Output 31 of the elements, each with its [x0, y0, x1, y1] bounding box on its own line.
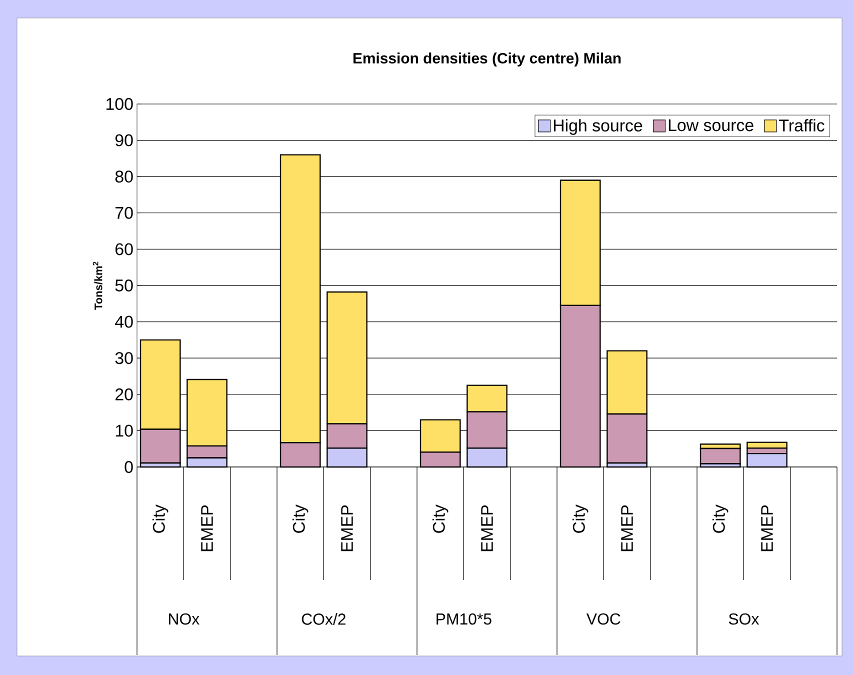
x-tick-label: EMEP — [201, 505, 213, 552]
y-tick-label: 90 — [115, 134, 133, 146]
legend-label: Low source — [668, 119, 754, 132]
legend-label: High source — [554, 119, 642, 135]
text: VOC — [586, 613, 620, 625]
x-tick-label: EMEP — [621, 505, 633, 552]
y-tick-label: 30 — [115, 352, 133, 364]
x-tick-label: City — [152, 504, 168, 533]
text: NOx — [169, 613, 200, 625]
y-tick-label: 80 — [115, 170, 133, 183]
y-tick-label: 10 — [116, 424, 133, 437]
chart-title: Emission densities (City centre) Milan — [353, 52, 621, 66]
legend-label: Traffic — [779, 119, 824, 132]
x-tick-label: City — [292, 504, 308, 533]
y-tick-label: 40 — [115, 316, 133, 328]
x-tick-label: EMEP — [481, 505, 493, 552]
x-tick-label: EMEP — [341, 505, 353, 552]
text: SOx — [728, 613, 760, 625]
y-axis-title: Tons/km$^{2}$ — [92, 262, 102, 310]
y-tick-label: 50 — [115, 279, 133, 292]
x-tick-label: City — [712, 504, 728, 533]
x-tick-label: City — [572, 504, 588, 533]
text: COx/2 — [302, 613, 346, 625]
x-tick-label: City — [432, 504, 448, 533]
y-tick-label: 100 — [106, 98, 133, 110]
text: PM10*5 — [436, 613, 492, 625]
y-tick-label: 20 — [116, 388, 133, 400]
x-tick-label: EMEP — [761, 505, 773, 552]
y-tick-label: 60 — [116, 243, 133, 256]
y-tick-label: 70 — [116, 206, 133, 219]
y-tick-label: 0 — [124, 460, 133, 473]
